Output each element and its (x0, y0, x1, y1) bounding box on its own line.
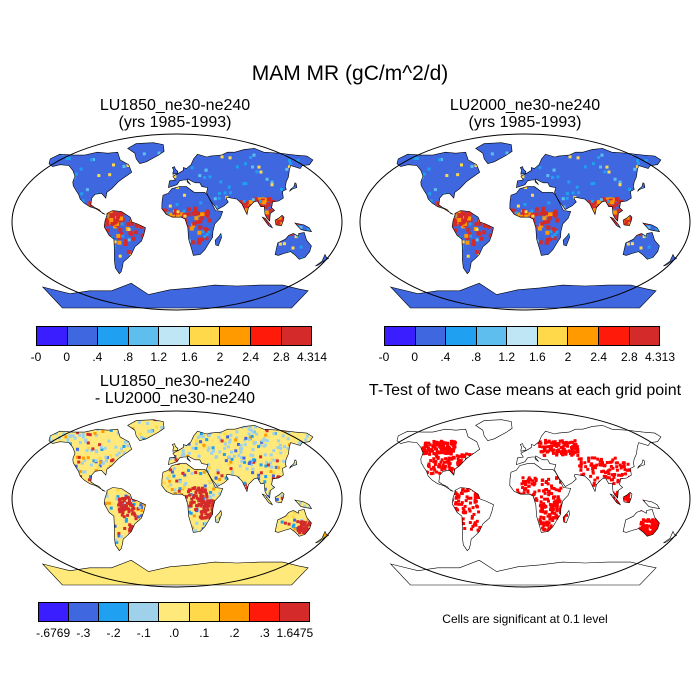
figure-title: MAM MR (gC/m^2/d) (251, 62, 449, 85)
colorbar-swatch (99, 603, 130, 621)
colorbar-swatch (537, 327, 569, 345)
map-panel-lu1850 (11, 133, 343, 311)
colorbar-label: 0 (63, 350, 70, 364)
colorbar-label: -0 (378, 350, 390, 364)
colorbar-swatch (385, 327, 416, 345)
colorbar-label: -0 (30, 350, 42, 364)
map-panel-ttest (359, 410, 691, 588)
colorbar-boxes (384, 326, 660, 346)
panel1-title-line2: (yrs 1985-1993) (118, 114, 232, 131)
colorbar-swatch (37, 327, 68, 345)
colorbar-swatch (69, 603, 100, 621)
colorbar-label: 1.6475 (276, 626, 314, 640)
colorbar-label: 0 (411, 350, 418, 364)
panel2-title: LU2000_ne30-ne240 (yrs 1985-1993) (360, 97, 690, 131)
colorbar-swatch (476, 327, 508, 345)
colorbar-swatch (189, 327, 221, 345)
colorbar-swatch (98, 327, 129, 345)
panel2-title-line2: (yrs 1985-1993) (468, 114, 582, 131)
colorbar-swatch (598, 327, 630, 345)
colorbar-label: -.6769 (36, 626, 71, 640)
colorbar-label: 4.313 (644, 350, 676, 364)
colorbar-label: 1.2 (498, 350, 515, 364)
colorbar-label: 4.314 (296, 350, 328, 364)
colorbar-swatch (128, 327, 160, 345)
colorbar-label: -.3 (76, 626, 91, 640)
colorbar-label: 2.4 (590, 350, 607, 364)
colorbar-swatch (39, 603, 70, 621)
colorbar-swatch (219, 603, 250, 621)
colorbar-swatch (189, 603, 220, 621)
colorbar-label: .4 (440, 350, 451, 364)
colorbar-label: .4 (92, 350, 103, 364)
panel3-title-line1: LU1850_ne30-ne240 (99, 373, 251, 390)
colorbar-label: .8 (122, 350, 134, 364)
colorbar-swatch (629, 327, 660, 345)
colorbar-swatch (415, 327, 447, 345)
map-panel-difference (11, 410, 343, 588)
colorbar-label: -.2 (106, 626, 121, 640)
colorbar-label: 1.6 (180, 350, 198, 364)
colorbar-label: 2 (216, 350, 224, 364)
colorbar-label: 2.8 (620, 350, 638, 364)
panel3-title-line2: - LU2000_ne30-ne240 (94, 390, 256, 407)
panel4-title-line1: T-Test of two Case means at each grid po… (368, 382, 682, 399)
colorbar-swatch (281, 327, 312, 345)
colorbar-label: -.1 (136, 626, 151, 640)
colorbar-label: .0 (168, 626, 180, 640)
colorbar-label: .3 (259, 626, 270, 640)
panel1-title-line1: LU1850_ne30-ne240 (99, 97, 251, 114)
colorbar-swatch (446, 327, 477, 345)
colorbar-swatch (67, 327, 99, 345)
colorbar-boxes (38, 602, 310, 622)
panel3-title: LU1850_ne30-ne240 - LU2000_ne30-ne240 (10, 373, 340, 407)
colorbar-swatch (249, 603, 280, 621)
significance-note: Cells are significant at 0.1 level (442, 612, 608, 626)
colorbar-label: 1.6 (528, 350, 546, 364)
colorbar-swatch (159, 327, 190, 345)
colorbar-label: 2 (564, 350, 572, 364)
colorbar-label: .8 (470, 350, 482, 364)
colorbar-label: 2.8 (272, 350, 290, 364)
colorbar-swatch (279, 603, 309, 621)
colorbar-boxes (36, 326, 312, 346)
colorbar-swatch (568, 327, 599, 345)
colorbar-label: .2 (229, 626, 240, 640)
colorbar-label: 2.4 (242, 350, 259, 364)
panel4-title: T-Test of two Case means at each grid po… (355, 382, 695, 399)
panel1-title: LU1850_ne30-ne240 (yrs 1985-1993) (10, 97, 340, 131)
map-panel-lu2000 (359, 133, 691, 311)
panel2-title-line1: LU2000_ne30-ne240 (449, 97, 601, 114)
colorbar-swatch (507, 327, 538, 345)
colorbar-swatch (159, 603, 190, 621)
colorbar-label: 1.2 (150, 350, 167, 364)
colorbar-swatch (129, 603, 160, 621)
colorbar-swatch (220, 327, 251, 345)
colorbar-label: .1 (199, 626, 210, 640)
colorbar-swatch (250, 327, 282, 345)
